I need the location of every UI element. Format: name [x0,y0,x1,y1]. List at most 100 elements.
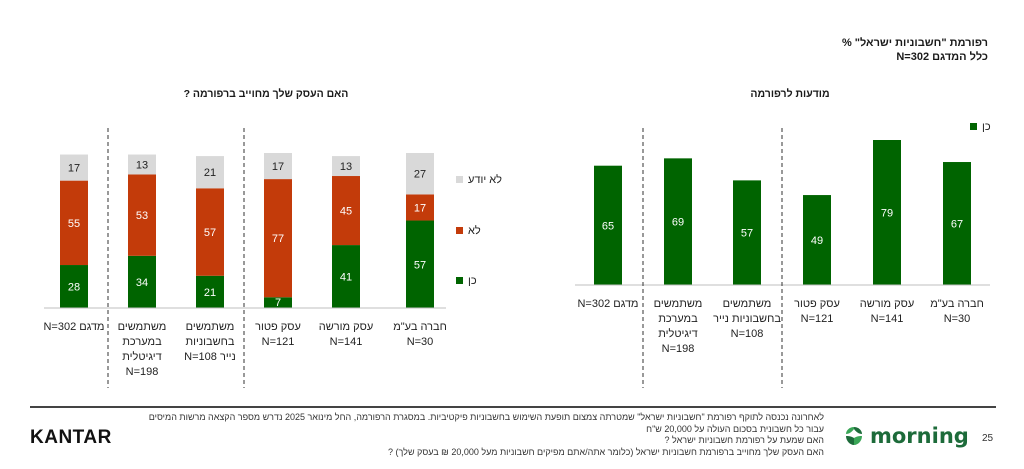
left-category-5-line-1: משתמשים [118,321,167,333]
stacked-bar-2-value-1: 41 [340,272,352,284]
left-legend-swatch-1 [456,176,463,183]
awareness-bar-6 [594,165,622,285]
footnote-line-2: עבור כל חשבונית בסכום העולה על 20,000 ש"… [646,423,824,434]
stacked-bar-3-segment-2 [264,179,292,298]
footnote-line-1: לאחרונה נכנסה לתוקף רפורמת "חשבוניות ישר… [148,412,824,422]
awareness-bar-3 [803,195,831,285]
page-title-line-2: כלל המדגם N=302 [896,51,988,63]
stacked-bar-1-segment-1 [406,220,434,308]
awareness-bar-6-value: 65 [602,220,614,232]
stacked-bar-1-value-2: 17 [414,202,426,214]
left-category-1-line-1: חברה בע"מ [393,321,447,333]
morning-logo-text: morning [870,424,969,448]
stacked-bar-6-segment-2 [60,180,88,266]
awareness-bar-1-value: 67 [951,219,963,231]
stacked-bar-5-value-1: 34 [136,277,148,289]
right-category-5-line-4: N=198 [662,343,695,355]
left-legend-swatch-3 [456,277,463,284]
stacked-bar-5-segment-1 [128,255,156,308]
stacked-bar-3-value-2: 77 [272,233,284,245]
left-category-5-line-2: במערכת [122,336,162,348]
footnote-line-4: האם העסק שלך מחוייב ברפורמת חשבוניות ישר… [388,446,824,457]
left-category-4-line-2: בחשבוניות [186,336,235,348]
left-category-2-line-2: N=141 [330,336,363,348]
stacked-bar-4-segment-1 [196,275,224,308]
awareness-bar-2 [873,140,901,285]
left-category-6-line-1: מדגם N=302 [43,321,104,333]
footer-divider [30,406,996,408]
stacked-bar-2-value-2: 45 [340,206,352,218]
stacked-bar-4-segment-3 [196,156,224,189]
left-category-4-line-3: נייר N=108 [184,351,236,363]
footnote-line-3: האם שמעת על רפורמת חשבוניות ישראל ? [664,435,824,445]
stacked-bar-1-value-3: 27 [414,169,426,181]
stacked-bar-4-segment-2 [196,188,224,276]
awareness-bar-4-value: 57 [741,228,753,240]
stacked-bar-5-value-2: 53 [136,210,148,222]
kantar-logo: KANTAR [30,427,112,448]
left-category-1-line-2: N=30 [407,336,434,348]
awareness-bar-3-value: 49 [811,235,823,247]
left-category-3-line-2: N=121 [262,336,295,348]
stacked-bar-1-value-1: 57 [414,259,426,271]
left-category-5-line-4: N=198 [126,366,159,378]
right-category-2-line-1: עסק מורשה [860,298,914,310]
left-legend-label-2: לא [468,224,481,237]
stacked-bar-4-value-3: 21 [204,167,216,179]
stacked-bar-3-segment-1 [264,297,292,308]
stacked-bar-6-value-2: 55 [68,218,80,230]
awareness-bar-4 [733,180,761,285]
footnotes: לאחרונה נכנסה לתוקף רפורמת "חשבוניות ישר… [124,412,824,458]
page-number: 25 [982,433,994,444]
stacked-bar-2-segment-1 [332,245,360,308]
stacked-bar-2-segment-2 [332,176,360,246]
stacked-bar-6-segment-1 [60,265,88,308]
stacked-bar-6-segment-3 [60,154,88,181]
left-category-2-line-1: עסק מורשה [319,321,373,333]
stacked-bar-1-segment-3 [406,153,434,195]
right-category-6-line-1: מדגם N=302 [577,298,638,310]
left-category-5-line-3: דיגיטלית [122,350,162,363]
right-legend-swatch [970,123,977,130]
right-category-4-line-3: N=108 [731,328,764,340]
stacked-bar-5-segment-3 [128,154,156,175]
stacked-bar-2-value-3: 13 [340,161,352,173]
right-category-4-line-2: בחשבוניות נייר [713,313,781,325]
right-category-1-line-1: חברה בע"מ [930,298,984,310]
stacked-bar-1-segment-2 [406,194,434,221]
awareness-bar-5 [664,158,692,285]
stacked-bar-3-value-1: 7 [275,297,281,309]
left-category-3-line-1: עסק פטור [255,321,301,333]
right-category-4-line-1: משתמשים [723,298,772,310]
left-legend-label-1: לא יודע [468,173,502,186]
right-category-3-line-1: עסק פטור [794,298,840,310]
stacked-bar-4-value-2: 57 [204,227,216,239]
morning-leaf-icon [846,427,862,445]
stacked-bar-6-value-1: 28 [68,282,80,294]
stacked-bar-4-value-1: 21 [204,287,216,299]
right-category-3-line-2: N=121 [801,313,834,325]
right-legend-label: כן [982,121,991,133]
right-category-5-line-3: דיגיטלית [658,327,698,340]
awareness-bar-2-value: 79 [881,208,893,220]
right-category-2-line-2: N=141 [871,313,904,325]
morning-logo: morning [843,424,969,448]
stacked-bar-5-segment-2 [128,174,156,256]
right-category-5-line-1: משתמשים [654,298,703,310]
stacked-bar-2-segment-3 [332,156,360,177]
left-legend-label-3: כן [468,275,477,287]
left-legend-swatch-2 [456,227,463,234]
left-category-4-line-1: משתמשים [186,321,235,333]
stacked-bar-6-value-3: 17 [68,163,80,175]
stacked-bar-5-value-3: 13 [136,160,148,172]
page-title-line-1: רפורמת "חשבוניות ישראל" % [841,37,988,49]
left-chart-title: האם העסק שלך מחוייב ברפורמה ? [183,88,349,100]
awareness-bar-5-value: 69 [672,217,684,229]
stacked-bar-3-segment-3 [264,153,292,180]
page-title: רפורמת "חשבוניות ישראל" % כלל המדגם N=30… [842,36,988,64]
right-chart-title: מודעות לרפורמה [750,88,830,100]
right-category-5-line-2: במערכת [658,313,698,325]
stacked-bar-3-value-3: 17 [272,161,284,173]
right-category-1-line-2: N=30 [944,313,971,325]
